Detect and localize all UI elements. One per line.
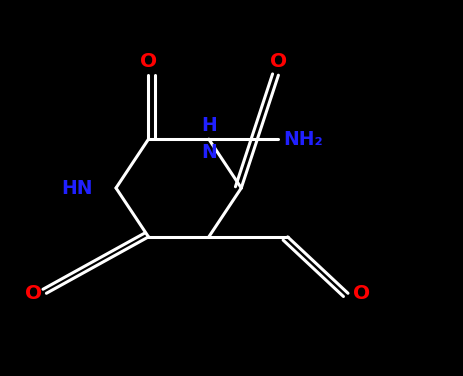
Text: H: H [200,116,216,135]
Text: O: O [269,52,286,71]
Text: O: O [140,52,156,71]
Text: HN: HN [61,179,93,197]
Text: O: O [25,284,42,303]
Text: NH₂: NH₂ [282,130,322,149]
Text: O: O [352,284,369,303]
Text: N: N [200,143,216,162]
